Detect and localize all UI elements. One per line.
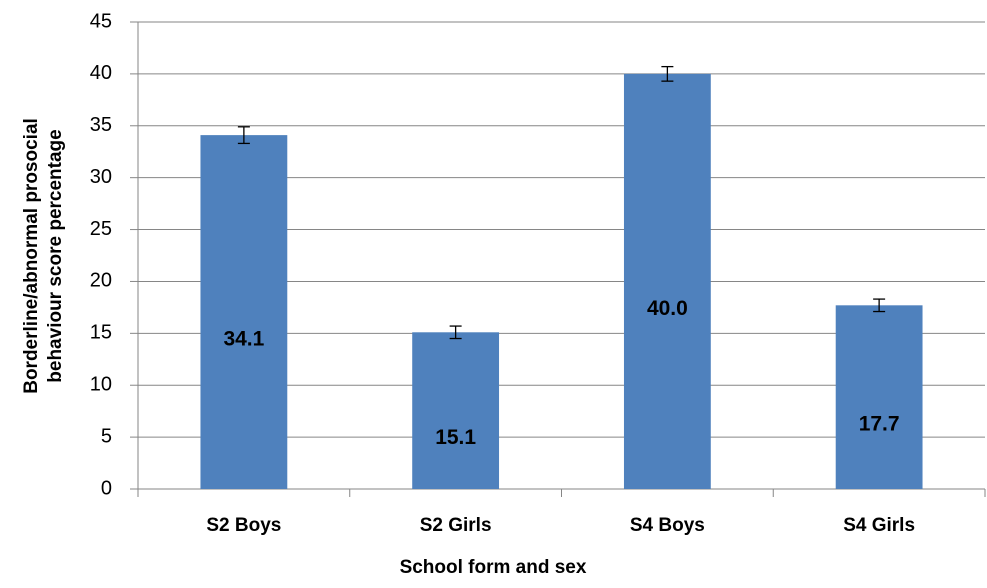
y-tick-label: 45 [90, 10, 112, 32]
y-tick-label: 35 [90, 114, 112, 136]
data-label: 15.1 [435, 426, 476, 449]
y-tick-label: 15 [90, 322, 112, 344]
data-label: 40.0 [647, 297, 688, 320]
error-bar [237, 126, 250, 145]
error-bar [661, 65, 674, 82]
x-tick-label: S2 Girls [420, 515, 492, 536]
y-axis-title: Borderline/abnormal prosocial behaviour … [21, 118, 66, 394]
y-tick-label: 5 [101, 425, 112, 447]
y-tick-label: 10 [90, 374, 112, 396]
x-tick-label: S4 Girls [843, 515, 915, 536]
data-label: 17.7 [859, 413, 900, 436]
bar [200, 135, 288, 489]
error-bar [873, 298, 886, 313]
y-tick-label: 30 [90, 166, 112, 188]
x-axis-title: School form and sex [400, 557, 587, 578]
y-axis-title-line: behaviour score percentage [45, 129, 66, 382]
x-tick-label: S2 Boys [206, 515, 281, 536]
error-bar [449, 325, 462, 340]
y-tick-label: 20 [90, 270, 112, 292]
bar [623, 73, 711, 489]
data-label: 34.1 [223, 328, 264, 351]
y-tick-label: 25 [90, 218, 112, 240]
x-tick-label: S4 Boys [630, 515, 705, 536]
y-tick-label: 0 [101, 477, 112, 499]
bar [835, 305, 923, 489]
y-tick-label: 40 [90, 62, 112, 84]
y-axis-title-line: Borderline/abnormal prosocial [21, 118, 42, 394]
bar [412, 332, 500, 489]
